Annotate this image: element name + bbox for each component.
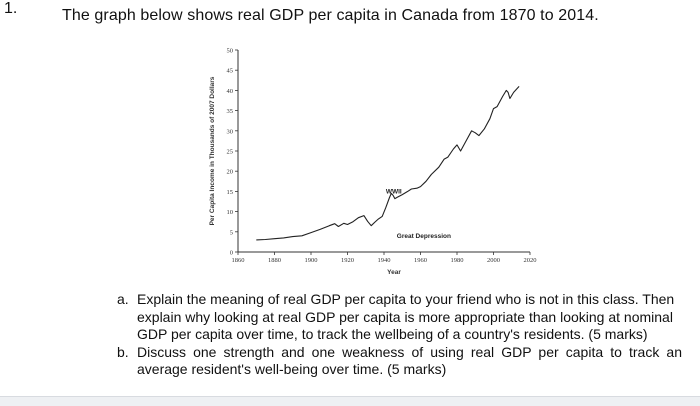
question-parts: a. Explain the meaning of real GDP per c…: [107, 291, 682, 379]
part-a: a. Explain the meaning of real GDP per c…: [107, 291, 682, 344]
x-tick-label: 1960: [414, 257, 427, 264]
part-b: b. Discuss one strength and one weakness…: [107, 344, 682, 379]
y-tick-label: 30: [227, 128, 234, 135]
x-axis-label: Year: [387, 269, 401, 276]
part-b-label: b.: [117, 343, 129, 360]
x-tick-label: 1860: [232, 257, 245, 264]
x-tick-label: 1980: [451, 257, 464, 264]
chart-annotation: WWII: [386, 188, 402, 195]
question-number: 1.: [4, 0, 18, 17]
y-tick-label: 15: [227, 189, 234, 196]
y-tick-label: 0: [230, 250, 233, 257]
gdp-chart-svg: 0 5 10 15 20 25 30 35 40 45 50 1860 1880 1900 1920 1940…: [209, 48, 537, 277]
y-tick-label: 20: [227, 169, 234, 176]
y-axis-label: Per Capita Income in Thousands of 2007 D…: [209, 76, 216, 225]
y-tick-label: 5: [230, 229, 233, 236]
x-tick-label: 2000: [487, 257, 500, 264]
page-footer-bar: [0, 396, 700, 406]
gdp-chart: 0 5 10 15 20 25 30 35 40 45 50 1860 1880 1900 1920 1940…: [200, 42, 560, 280]
part-a-label: a.: [117, 291, 129, 307]
question-prompt: The graph below shows real GDP per capit…: [62, 7, 599, 24]
y-tick-label: 50: [227, 48, 234, 55]
y-tick-label: 35: [227, 108, 234, 115]
x-tick-label: 1880: [268, 257, 281, 264]
y-tick-label: 40: [227, 88, 234, 95]
gdp-series-line: [256, 86, 520, 241]
x-tick-label: 1940: [378, 257, 391, 264]
x-tick-label: 1920: [341, 257, 354, 264]
y-tick-label: 10: [227, 209, 234, 216]
part-a-text: Explain the meaning of real GDP per capi…: [137, 291, 675, 342]
chart-annotation: Great Depression: [397, 233, 451, 240]
x-tick-label: 1900: [305, 257, 318, 264]
part-b-text: Discuss one strength and one weakness of…: [137, 343, 682, 378]
y-tick-label: 25: [227, 149, 234, 156]
x-tick-label: 2020: [524, 257, 537, 264]
y-tick-label: 45: [227, 68, 234, 75]
